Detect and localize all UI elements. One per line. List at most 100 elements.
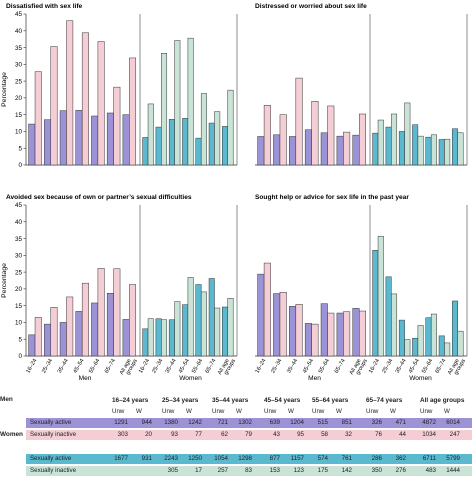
panel-dissatisfied: Dissatisfied with sex life 0 5 10 15 20 25 30 35… [1, 3, 238, 169]
table-subheader-unweighted: Unw [366, 408, 379, 415]
table-cell: 574 [317, 455, 328, 462]
table-subheader-weighted: W [444, 408, 450, 415]
table-cell: 93 [171, 431, 178, 438]
bar-women-active [438, 335, 445, 357]
bar-women-inactive [187, 277, 194, 357]
bar-men-inactive [66, 296, 74, 357]
table-cell: 483 [425, 467, 436, 474]
bar-women-inactive [404, 339, 411, 357]
x-tick-label: 55–64 [421, 358, 434, 374]
bar-men-active [44, 119, 52, 166]
bar-women-active [398, 319, 405, 357]
table-cell: 1444 [446, 467, 460, 474]
x-tick-label: All agegroups [349, 355, 369, 378]
table-row-label: Sexually active [30, 455, 72, 462]
bar-women-active [425, 136, 432, 166]
bar-women-inactive [444, 138, 451, 166]
bar-women-active [195, 284, 202, 357]
panel-distressed: Distressed or worried about sex life [255, 3, 468, 166]
bar-women-inactive [227, 89, 234, 166]
bar-men-active [289, 136, 297, 166]
x-tick-label: 25–34 [270, 358, 283, 374]
bar-women-active [168, 119, 175, 166]
bar-men-active [273, 134, 281, 166]
bar-men-active [91, 115, 99, 166]
table-cell: 1204 [290, 419, 304, 426]
table-age-header: 55–64 years [312, 397, 349, 404]
table-cell: 1054 [214, 455, 228, 462]
table-cell: 286 [371, 455, 382, 462]
bar-men-active [257, 136, 265, 166]
y-tick-label: 20 [15, 286, 23, 293]
table-subheader-weighted: W [236, 408, 242, 415]
table-cell: 1034 [422, 431, 436, 438]
bar-women-inactive [391, 113, 398, 166]
y-tick-label: 25 [15, 269, 23, 276]
table-row-label: Sexually inactive [30, 431, 77, 438]
table-cell: 6014 [446, 419, 460, 426]
table-row-background [26, 430, 472, 440]
table-cell: 362 [395, 455, 406, 462]
bar-men-inactive [97, 41, 105, 166]
bar-men-active [289, 306, 297, 357]
table-age-header: 16–24 years [112, 397, 149, 404]
bar-men-inactive [343, 131, 351, 166]
chart-title: Distressed or worried about sex life [255, 3, 367, 10]
table-cell: 77 [195, 431, 202, 438]
y-tick-label: 40 [15, 28, 23, 35]
bar-men-active [320, 303, 328, 357]
bar-women-active [385, 126, 392, 166]
bar-men-inactive [327, 312, 335, 357]
table-cell: 44 [399, 431, 406, 438]
bar-men-active [59, 110, 67, 166]
y-tick-label: 5 [18, 336, 22, 343]
table-subheader-unweighted: Unw [264, 408, 277, 415]
table-cell: 1157 [290, 455, 304, 462]
table-row-label: Sexually inactive [30, 467, 77, 474]
bar-women-inactive [174, 301, 181, 357]
bar-men-inactive [358, 113, 366, 166]
bar-men-inactive [50, 307, 58, 357]
bar-men-inactive [358, 310, 366, 357]
bar-men-active [122, 114, 130, 166]
table-cell: 721 [217, 419, 228, 426]
table-cell: 43 [273, 431, 280, 438]
group-label: Men [79, 375, 92, 382]
bar-men-inactive [343, 311, 351, 357]
y-tick-label: 25 [15, 78, 23, 85]
bar-women-inactive [457, 132, 464, 166]
table-cell: 515 [317, 419, 328, 426]
group-label: Women [409, 375, 432, 382]
bar-women-inactive [444, 342, 451, 357]
table-row-background [26, 466, 472, 476]
bar-women-inactive [214, 111, 221, 166]
table-subheader-weighted: W [136, 408, 142, 415]
bar-women-active [222, 306, 229, 357]
table-age-header: 35–44 years [212, 397, 249, 404]
table-cell: 471 [395, 419, 406, 426]
bar-men-active [106, 293, 114, 357]
bar-women-active [398, 131, 405, 166]
table-subheader-weighted: W [390, 408, 396, 415]
bar-men-inactive [263, 105, 271, 166]
x-tick-label: 25–34 [381, 358, 394, 374]
bar-women-inactive [457, 330, 464, 357]
x-tick-label: 35–44 [395, 358, 408, 374]
chart-grid: Dissatisfied with sex life 0 5 10 15 20 25 30 35… [1, 3, 468, 382]
x-tick-label: 16–24 [138, 358, 151, 374]
bar-men-active [59, 322, 67, 357]
bar-women-active [452, 128, 459, 166]
table-cell: 79 [245, 431, 252, 438]
y-tick-label: 35 [15, 236, 23, 243]
bar-women-active [452, 300, 459, 357]
bar-women-active [208, 278, 215, 357]
y-tick-label: 0 [18, 162, 22, 169]
y-axis-label: Percentage [1, 263, 8, 298]
y-tick-label: 10 [15, 320, 23, 327]
bar-women-inactive [377, 119, 384, 166]
panel-avoided-sex: Avoided sex because of own or partner’s … [1, 194, 238, 382]
bar-women-inactive [214, 307, 221, 357]
table-subheader-unweighted: Unw [162, 408, 175, 415]
bar-women-inactive [391, 293, 398, 357]
bar-men-inactive [66, 20, 74, 166]
